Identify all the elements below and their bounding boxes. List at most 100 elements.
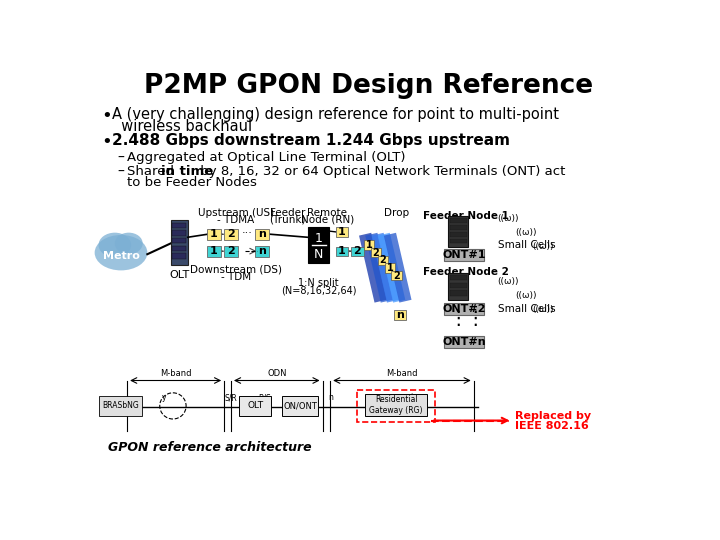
Bar	[282, 396, 318, 416]
Text: –: –	[117, 165, 124, 179]
Text: (Trunk): (Trunk)	[269, 215, 306, 225]
Text: GPON reference architecture: GPON reference architecture	[108, 441, 312, 454]
Text: IEEE 802.16: IEEE 802.16	[515, 421, 588, 431]
Text: A (very challenging) design reference for point to multi-point: A (very challenging) design reference fo…	[112, 107, 559, 122]
Text: n: n	[258, 246, 266, 256]
Bar	[336, 227, 348, 237]
Text: (N=8,16,32,64): (N=8,16,32,64)	[281, 285, 356, 295]
Text: Feeder Node 2: Feeder Node 2	[423, 267, 509, 276]
Text: N: N	[314, 248, 323, 261]
Text: to be Feeder Nodes: to be Feeder Nodes	[127, 177, 257, 190]
Text: Replaced by: Replaced by	[515, 411, 591, 421]
Text: ONT#n: ONT#n	[443, 337, 486, 347]
Bar	[172, 246, 186, 251]
Text: n: n	[396, 310, 404, 320]
Text: 1: 1	[387, 263, 393, 273]
Bar	[384, 264, 395, 273]
Bar	[99, 396, 142, 416]
Text: 2: 2	[379, 255, 387, 265]
Text: ⋮: ⋮	[465, 309, 485, 328]
Text: 1: 1	[338, 246, 346, 256]
Bar	[394, 310, 406, 320]
Text: i: i	[410, 393, 413, 402]
Text: OLT: OLT	[247, 401, 263, 410]
Bar	[207, 229, 221, 240]
Text: R/S: R/S	[258, 393, 271, 402]
Bar	[377, 256, 388, 265]
Text: M-band: M-band	[160, 369, 192, 378]
Text: ⋮: ⋮	[449, 309, 468, 328]
Text: y: y	[161, 393, 166, 402]
Text: ON/ONT: ON/ONT	[283, 401, 317, 410]
Text: Drop: Drop	[384, 208, 409, 218]
Text: M-band: M-band	[386, 369, 418, 378]
Text: n: n	[258, 229, 266, 239]
Text: BRASbNG: BRASbNG	[102, 401, 138, 410]
Text: –: –	[117, 151, 124, 165]
Bar	[172, 238, 186, 244]
Bar	[172, 222, 186, 228]
Text: ((ω)): ((ω))	[515, 228, 536, 237]
Text: ((ω)): ((ω))	[498, 278, 519, 286]
Bar	[255, 246, 269, 256]
Text: 2: 2	[228, 246, 235, 256]
Bar	[448, 273, 468, 300]
Text: Upstream (US): Upstream (US)	[197, 208, 274, 218]
Text: Downstream (DS): Downstream (DS)	[189, 265, 282, 275]
Text: 2.488 Gbps downstream 1.244 Gbps upstream: 2.488 Gbps downstream 1.244 Gbps upstrea…	[112, 132, 510, 147]
Text: 1:N split: 1:N split	[298, 278, 339, 288]
Bar	[444, 336, 485, 348]
Bar	[307, 226, 330, 264]
Text: •: •	[102, 107, 112, 125]
Text: Shared: Shared	[127, 165, 179, 178]
Text: Remote: Remote	[307, 208, 347, 218]
Ellipse shape	[114, 233, 143, 254]
Bar	[449, 225, 467, 229]
Bar	[172, 253, 186, 259]
Text: ONT#2: ONT#2	[443, 304, 486, 314]
Text: n: n	[328, 393, 333, 402]
Bar	[336, 247, 348, 256]
Text: 2: 2	[373, 248, 379, 258]
Bar	[224, 246, 238, 256]
Text: ODN: ODN	[267, 369, 287, 378]
Text: 1: 1	[315, 232, 323, 245]
Text: OLT: OLT	[169, 269, 189, 280]
Text: Feeder: Feeder	[270, 208, 305, 218]
Bar	[449, 232, 467, 237]
Text: ((ω)): ((ω))	[498, 214, 519, 224]
Bar	[239, 396, 271, 416]
Text: •: •	[102, 132, 112, 151]
Text: - TDM: - TDM	[220, 272, 251, 282]
Text: 1: 1	[210, 246, 218, 256]
Bar	[357, 390, 435, 422]
Text: Feeder Node 1: Feeder Node 1	[423, 211, 509, 221]
Bar	[364, 240, 374, 249]
Bar	[448, 215, 468, 247]
Text: Residential
Gateway (RG): Residential Gateway (RG)	[369, 395, 423, 415]
Bar	[171, 220, 188, 265]
Bar	[449, 283, 467, 288]
Bar	[255, 229, 269, 240]
Text: ...: ...	[242, 225, 253, 235]
Text: Aggregated at Optical Line Terminal (OLT): Aggregated at Optical Line Terminal (OLT…	[127, 151, 405, 164]
Ellipse shape	[99, 233, 131, 257]
Bar	[371, 248, 382, 257]
Bar	[365, 394, 427, 416]
Text: 1: 1	[366, 240, 372, 250]
Text: in time: in time	[161, 165, 213, 178]
Text: Node (RN): Node (RN)	[300, 215, 354, 225]
Text: - TDMA: - TDMA	[217, 215, 254, 225]
Text: ONT#1: ONT#1	[443, 250, 486, 260]
Text: wireless backhaul: wireless backhaul	[112, 119, 252, 134]
Bar	[449, 239, 467, 244]
Bar	[392, 271, 402, 280]
Bar	[224, 229, 238, 240]
Text: Small Cells: Small Cells	[498, 303, 555, 314]
Bar	[207, 246, 221, 256]
Bar	[449, 275, 467, 280]
Text: 1: 1	[338, 227, 346, 237]
Text: 1: 1	[210, 229, 218, 239]
Bar	[351, 247, 364, 256]
Text: 2: 2	[228, 229, 235, 239]
